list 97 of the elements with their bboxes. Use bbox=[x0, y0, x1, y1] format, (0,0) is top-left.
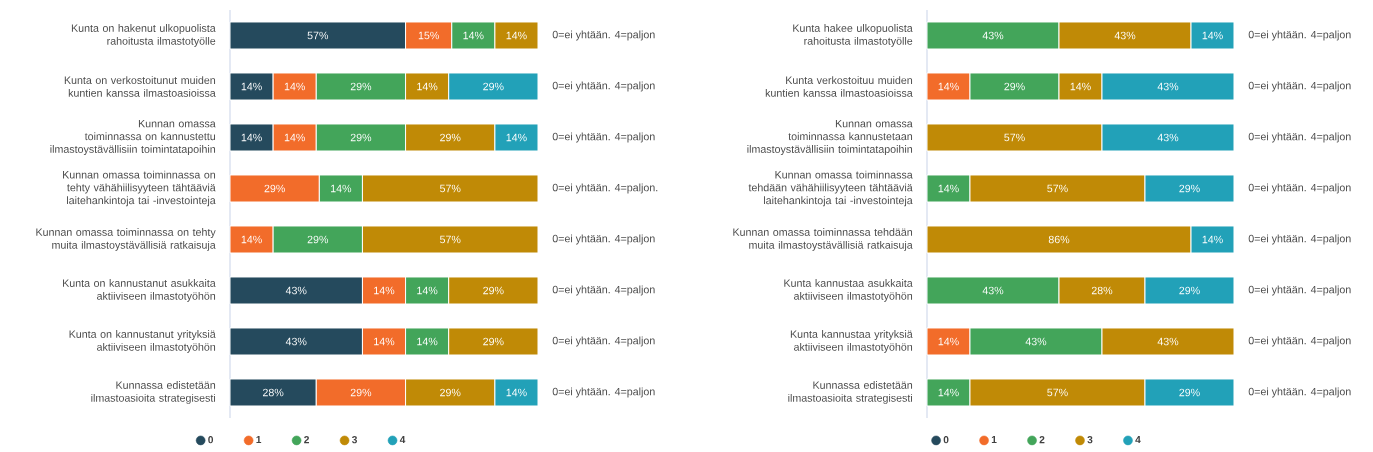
y-tick-label: Kunnan omassa toiminnassa on tehty muita ilmastoystävällisiä ratkaisuja bbox=[36, 228, 216, 251]
data-label: 14% bbox=[374, 286, 395, 295]
data-label: 29% bbox=[440, 388, 461, 397]
text: 0=ei yhtään. 4=paljon bbox=[1248, 336, 1351, 347]
data-label: 86% bbox=[1048, 235, 1070, 244]
data-label: 43% bbox=[1157, 133, 1179, 142]
legend-label: 3 bbox=[351, 436, 357, 444]
data-label: 14% bbox=[506, 388, 527, 397]
data-label: 29% bbox=[350, 388, 372, 397]
data-label: 14% bbox=[506, 133, 527, 142]
data-label: 43% bbox=[982, 31, 1004, 40]
y-tick-label: Kunnan omassa toiminnassa tehdään muita ilmastoystävällisiä ratkaisuja bbox=[733, 228, 913, 251]
data-label: 14% bbox=[417, 82, 438, 91]
text: 0=ei yhtään. 4=paljon bbox=[552, 81, 655, 92]
text: 0=ei yhtään. 4=paljon bbox=[1248, 285, 1351, 296]
data-label: 29% bbox=[1179, 388, 1200, 397]
data-label: 14% bbox=[1202, 31, 1223, 40]
data-label: 14% bbox=[417, 286, 438, 295]
y-tick-label: Kunnassa edistetään ilmastoasioita strategisesti bbox=[788, 381, 913, 404]
data-label: 14% bbox=[938, 388, 959, 397]
data-label: 14% bbox=[417, 337, 438, 346]
data-label: 43% bbox=[1114, 31, 1136, 40]
data-label: 29% bbox=[483, 337, 504, 346]
legend-label: 0 bbox=[943, 436, 949, 444]
text: 0=ei yhtään. 4=paljon bbox=[552, 285, 655, 296]
text: 0=ei yhtään. 4=paljon bbox=[552, 387, 655, 398]
legend-label: 4 bbox=[399, 436, 406, 444]
text: 0=ei yhtään. 4=paljon bbox=[552, 336, 655, 347]
y-tick-label: Kunta on hakenut ulkopuolista rahoitusta ilmastotyölle bbox=[71, 24, 216, 47]
legend-label: 1 bbox=[991, 436, 997, 444]
text: 0=ei yhtään. 4=paljon bbox=[1248, 234, 1351, 245]
y-tick-label: Kunta verkostoituu muiden kuntien kanssa ilmastoasioissa bbox=[765, 76, 913, 97]
legend-label: 0 bbox=[208, 436, 214, 444]
y-tick-label: Kunta kannustaa asukkaita aktiiviseen ilmastotyöhön bbox=[784, 279, 913, 302]
data-label: 14% bbox=[241, 235, 262, 244]
data-label: 14% bbox=[1070, 82, 1091, 91]
text: 0=ei yhtään. 4=paljon bbox=[1248, 387, 1351, 398]
legend-label: 2 bbox=[1039, 436, 1045, 444]
data-label: 57% bbox=[1047, 184, 1068, 193]
data-label: 29% bbox=[483, 82, 504, 91]
data-label: 29% bbox=[1179, 286, 1200, 295]
legend-label: 1 bbox=[256, 436, 262, 444]
y-tick-label: Kunnan omassa toiminnassa tehdään vähähiilisyyteen tähtääviä laitehankintoja tai -investointeja bbox=[748, 170, 913, 207]
data-label: 43% bbox=[1157, 337, 1179, 346]
y-tick-label: Kunta on verkostoitunut muiden kuntien kanssa ilmastoasioissa bbox=[64, 76, 216, 97]
data-label: 29% bbox=[483, 286, 504, 295]
legend-label: 2 bbox=[304, 436, 309, 444]
data-label: 14% bbox=[241, 133, 262, 142]
y-tick-label: Kunta hakee ulkopuolista rahoitusta ilmastotyölle bbox=[793, 24, 913, 47]
data-label: 43% bbox=[1025, 337, 1047, 346]
text: 0=ei yhtään. 4=paljon bbox=[1248, 132, 1351, 143]
legend-label: 3 bbox=[1087, 436, 1093, 444]
y-tick-label: Kunta kannustaa yrityksiä aktiiviseen ilmastotyöhön bbox=[790, 330, 913, 353]
data-label: 29% bbox=[1179, 184, 1200, 193]
data-label: 14% bbox=[284, 133, 305, 142]
data-label: 28% bbox=[1091, 286, 1113, 295]
text: 0=ei yhtään. 4=paljon bbox=[1248, 30, 1351, 41]
data-label: 14% bbox=[506, 31, 527, 40]
text: 0=ei yhtään. 4=paljon bbox=[552, 132, 655, 143]
legend-label: 4 bbox=[1135, 436, 1141, 444]
data-label: 14% bbox=[374, 337, 395, 346]
y-tick-label: Kunta on kannustanut asukkaita aktiiviseen ilmastotyöhön bbox=[63, 279, 216, 302]
text: 0=ei yhtään. 4=paljon bbox=[1248, 81, 1351, 92]
data-label: 57% bbox=[307, 31, 329, 40]
data-label: 29% bbox=[440, 133, 461, 142]
data-label: 57% bbox=[439, 235, 461, 244]
text: 0=ei yhtään. 4=paljon bbox=[552, 234, 655, 245]
y-tick-label: Kunnassa edistetään ilmastoasioita strategisesti bbox=[91, 381, 216, 404]
data-label: 43% bbox=[982, 286, 1004, 295]
y-tick-label: Kunta on kannustanut yrityksiä aktiiviseen ilmastotyöhön bbox=[69, 330, 216, 353]
y-tick-label: Kunnan omassa toiminnassa on tehty vähähiilisyyteen tähtääviä laitehankintoja tai -investointeja bbox=[63, 170, 216, 207]
data-label: 43% bbox=[285, 337, 307, 346]
text: 0=ei yhtään. 4=paljon bbox=[1248, 183, 1351, 194]
data-label: 28% bbox=[263, 388, 284, 397]
data-label: 29% bbox=[350, 133, 372, 142]
y-tick-label: Kunnan omassa toiminnassa kannustetaan ilmastoystävällisiin toimintatapoihin bbox=[747, 119, 913, 156]
text: 0=ei yhtään. 4=paljon bbox=[552, 30, 655, 41]
data-label: 14% bbox=[938, 184, 959, 193]
text: 0=ei yhtään. 4=paljon. bbox=[552, 183, 658, 194]
data-label: 15% bbox=[418, 31, 439, 40]
data-label: 14% bbox=[463, 31, 484, 40]
data-label: 43% bbox=[1157, 82, 1179, 91]
data-label: 29% bbox=[264, 184, 285, 193]
data-label: 29% bbox=[1004, 82, 1025, 91]
data-label: 57% bbox=[439, 184, 461, 193]
data-label: 14% bbox=[331, 184, 352, 193]
data-label: 14% bbox=[938, 82, 959, 91]
data-label: 29% bbox=[307, 235, 329, 244]
data-label: 43% bbox=[285, 286, 307, 295]
data-label: 14% bbox=[284, 82, 305, 91]
y-tick-label: Kunnan omassa toiminnassa on kannustettu ilmastoystävällisiin toimintatapoihin bbox=[50, 119, 216, 156]
data-label: 57% bbox=[1004, 133, 1025, 142]
data-label: 14% bbox=[1202, 235, 1223, 244]
data-label: 14% bbox=[938, 337, 959, 346]
data-label: 57% bbox=[1047, 388, 1068, 397]
data-label: 14% bbox=[241, 82, 262, 91]
data-label: 29% bbox=[350, 82, 372, 91]
